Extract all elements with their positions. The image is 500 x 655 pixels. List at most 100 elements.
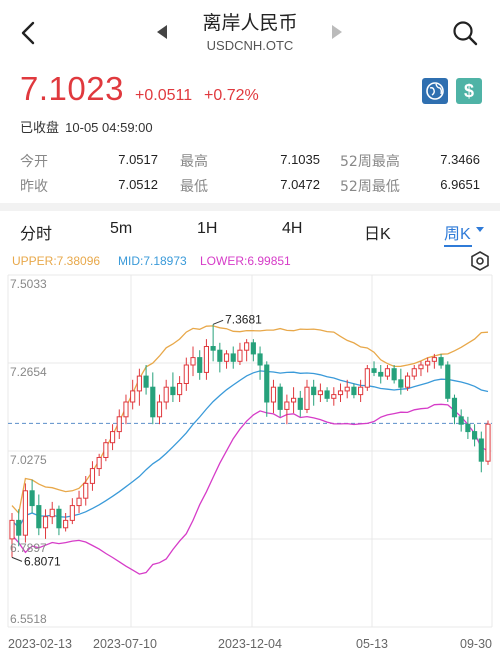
candle-body	[445, 364, 451, 399]
candle-body	[203, 346, 210, 373]
globe-icon	[426, 82, 444, 100]
prev-close-label: 昨收	[20, 179, 48, 195]
candle-body	[438, 357, 444, 366]
candle-body	[451, 397, 458, 418]
x-tick-label: 2023-02-13	[8, 637, 72, 651]
candle-body	[29, 490, 35, 507]
y-tick-label: 6.5518	[10, 612, 47, 626]
upper-band-legend: UPPER:7.38096	[12, 254, 101, 268]
candle-body	[83, 482, 89, 499]
candle-body	[156, 401, 163, 418]
symbol-code: USDCNH.OTC	[206, 38, 294, 53]
candle-body	[56, 508, 62, 529]
candle-body	[264, 364, 270, 403]
max-price-label: 7.3681	[225, 312, 262, 326]
y-tick-label: 7.5033	[10, 277, 47, 291]
y-tick-label: 6.7897	[10, 541, 47, 555]
candle-body	[223, 353, 230, 362]
candle-body	[116, 416, 122, 433]
candle-body	[136, 375, 142, 392]
min-price-label: 6.8071	[24, 554, 61, 568]
candle-body	[130, 390, 136, 403]
candle-body	[311, 386, 317, 396]
high-value: 7.1035	[280, 152, 320, 167]
candle-body	[384, 368, 391, 377]
candle-body	[244, 342, 250, 351]
candle-body	[371, 368, 377, 373]
open-label: 今开	[20, 154, 48, 170]
low52-value: 6.9651	[440, 177, 480, 192]
candle-body	[337, 390, 344, 396]
candle-body	[344, 386, 350, 392]
candle-body	[163, 386, 169, 403]
back-arrow-icon[interactable]	[14, 18, 44, 48]
candle-body	[351, 386, 357, 396]
candle-body	[324, 390, 330, 399]
dropdown-triangle-icon[interactable]	[476, 227, 484, 233]
candle-body	[431, 357, 437, 362]
candle-body	[277, 386, 283, 410]
candle-body	[143, 375, 149, 388]
mid-band-line	[11, 370, 489, 529]
previous-stock-icon[interactable]	[155, 24, 169, 40]
tab-5m[interactable]: 5m	[110, 220, 133, 237]
candle-body	[411, 368, 417, 377]
candle-body	[103, 442, 109, 458]
candle-body	[378, 371, 384, 377]
candle-body	[257, 353, 263, 366]
status-text: 已收盘	[20, 121, 60, 136]
x-tick-label: 09-30	[460, 637, 492, 651]
low-label: 最低	[180, 179, 208, 195]
high52-value: 7.3466	[440, 152, 480, 167]
candle-body	[16, 519, 22, 536]
candle-body	[36, 505, 42, 529]
search-icon[interactable]	[450, 18, 480, 48]
price-change: +0.0511	[135, 87, 193, 104]
candle-body	[22, 490, 28, 536]
candle-body	[69, 505, 75, 521]
candle-body	[398, 379, 404, 388]
candle-body	[177, 383, 183, 396]
candle-body	[76, 497, 82, 507]
lower-band-legend: LOWER:6.99851	[200, 254, 291, 268]
candle-body	[230, 353, 236, 362]
low-value: 7.0472	[280, 177, 320, 192]
candle-body	[331, 394, 337, 399]
candle-body	[418, 364, 424, 370]
lower-band-line	[11, 403, 489, 575]
x-tick-label: 2023-07-10	[93, 637, 157, 651]
low52-label: 52周最低	[340, 179, 400, 195]
prev-close-value: 7.0512	[118, 177, 158, 192]
candle-body	[123, 401, 129, 418]
price-change-percent: +0.72%	[204, 87, 259, 104]
tab-4h[interactable]: 4H	[282, 220, 303, 237]
candle-body	[42, 516, 49, 529]
candle-body	[290, 397, 297, 403]
min-pointer	[11, 556, 23, 562]
chart-settings-icon[interactable]	[469, 250, 491, 272]
candle-body	[9, 519, 15, 540]
candle-body	[304, 386, 310, 410]
tab-1h[interactable]: 1H	[197, 220, 218, 237]
candle-body	[297, 397, 303, 410]
candle-body	[197, 357, 203, 373]
tab-weekly-k[interactable]: 周K	[444, 226, 471, 243]
globe-button[interactable]	[422, 78, 448, 104]
x-tick-label: 05-13	[356, 637, 388, 651]
tab-intraday[interactable]: 分时	[20, 226, 53, 243]
candle-body	[284, 401, 290, 410]
candle-body	[89, 468, 96, 484]
market-status: 已收盘 10-05 04:59:00	[20, 117, 153, 136]
candle-body	[250, 342, 256, 355]
dollar-icon: $	[463, 81, 474, 101]
next-stock-icon[interactable]	[330, 24, 344, 40]
candlestick-chart[interactable]: 7.5033 7.2654 7.0275 6.7897 6.5518 2023-02-13…	[0, 272, 500, 655]
active-tab-indicator	[444, 245, 472, 247]
tab-daily-k[interactable]: 日K	[364, 226, 391, 243]
candle-body	[150, 386, 156, 418]
candle-body	[465, 423, 471, 433]
currency-button[interactable]: $	[456, 78, 482, 104]
section-divider	[0, 203, 500, 211]
candle-body	[183, 364, 189, 385]
candle-body	[358, 386, 364, 396]
